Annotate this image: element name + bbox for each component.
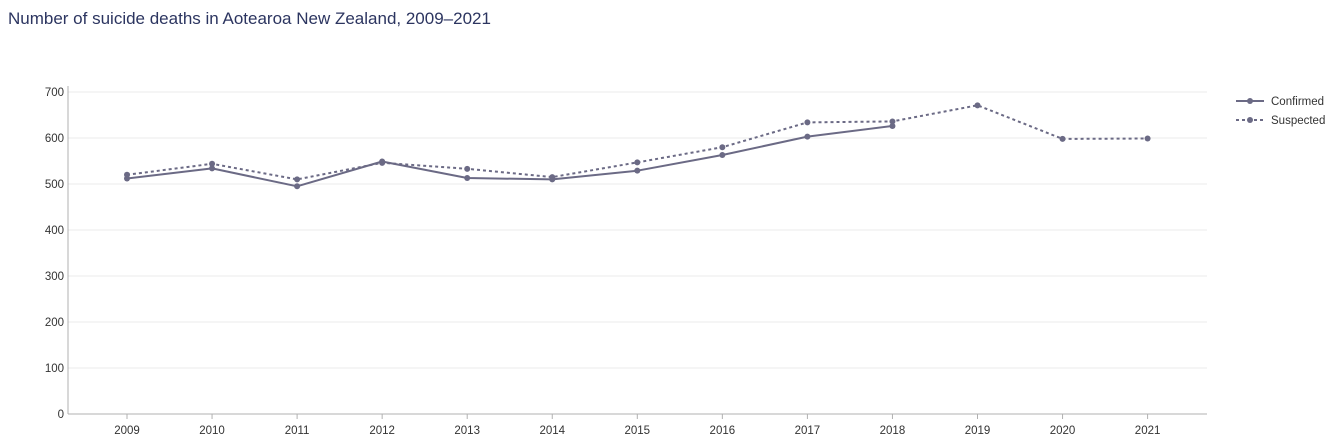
axes bbox=[67, 86, 1207, 419]
y-tick-label: 700 bbox=[45, 87, 64, 99]
legend-label: Suspected bbox=[1271, 115, 1325, 127]
y-tick-label: 0 bbox=[58, 409, 64, 421]
data-point-confirmed[interactable] bbox=[294, 183, 301, 190]
data-point-confirmed[interactable] bbox=[634, 167, 641, 174]
x-tick-label: 2010 bbox=[199, 425, 225, 437]
data-point-suspected[interactable] bbox=[549, 174, 556, 181]
x-tick-label: 2017 bbox=[795, 425, 821, 437]
x-tick-label: 2021 bbox=[1135, 425, 1161, 437]
data-point-suspected[interactable] bbox=[804, 119, 811, 126]
data-point-suspected[interactable] bbox=[1144, 135, 1151, 142]
y-tick-label: 100 bbox=[45, 363, 64, 375]
x-axis-tick-labels: 2009 2010 2011 2012 2013 2014 2015 2016 2017 2018… bbox=[114, 425, 1160, 437]
data-point-suspected[interactable] bbox=[379, 159, 386, 166]
chart-title: Number of suicide deaths in Aotearoa New… bbox=[8, 9, 491, 28]
data-point-suspected[interactable] bbox=[294, 176, 301, 183]
y-tick-label: 500 bbox=[45, 179, 64, 191]
legend-item-suspected[interactable]: Suspected bbox=[1236, 115, 1325, 127]
x-tick-label: 2009 bbox=[114, 425, 140, 437]
legend-swatch-marker bbox=[1247, 117, 1253, 123]
data-point-suspected[interactable] bbox=[974, 102, 981, 109]
legend: Confirmed Suspected bbox=[1236, 96, 1325, 127]
x-tick-label: 2013 bbox=[454, 425, 480, 437]
x-tick-label: 2019 bbox=[965, 425, 991, 437]
data-point-suspected[interactable] bbox=[124, 171, 130, 178]
data-point-confirmed[interactable] bbox=[889, 123, 896, 130]
legend-label: Confirmed bbox=[1271, 96, 1324, 108]
x-tick-label: 2011 bbox=[285, 425, 310, 437]
x-tick-label: 2015 bbox=[625, 425, 651, 437]
data-point-suspected[interactable] bbox=[209, 160, 216, 167]
x-tick-label: 2014 bbox=[539, 425, 565, 437]
x-tick-label: 2020 bbox=[1050, 425, 1076, 437]
data-series bbox=[124, 102, 1151, 190]
data-point-confirmed[interactable] bbox=[209, 165, 216, 172]
legend-swatch-marker bbox=[1247, 98, 1253, 104]
data-point-suspected[interactable] bbox=[889, 118, 896, 125]
data-point-confirmed[interactable] bbox=[804, 133, 811, 140]
data-point-confirmed[interactable] bbox=[719, 152, 726, 159]
y-tick-label: 300 bbox=[45, 271, 64, 283]
x-tick-label: 2012 bbox=[369, 425, 395, 437]
series-suspected bbox=[124, 102, 1151, 183]
data-point-suspected[interactable] bbox=[464, 165, 471, 172]
series-confirmed bbox=[124, 123, 896, 190]
data-point-suspected[interactable] bbox=[1059, 135, 1066, 142]
y-tick-label: 400 bbox=[45, 225, 64, 237]
series-line-confirmed bbox=[126, 125, 893, 188]
y-axis-tick-labels: 0 100 200 300 400 500 600 700 bbox=[45, 87, 64, 421]
y-tick-label: 200 bbox=[45, 317, 64, 329]
data-point-confirmed[interactable] bbox=[464, 175, 471, 182]
grid-lines bbox=[68, 91, 1207, 369]
y-tick-label: 600 bbox=[45, 133, 64, 145]
x-tick-label: 2016 bbox=[710, 425, 736, 437]
data-point-suspected[interactable] bbox=[719, 144, 726, 151]
legend-item-confirmed[interactable]: Confirmed bbox=[1236, 96, 1324, 108]
data-point-suspected[interactable] bbox=[634, 159, 641, 166]
x-tick-label: 2018 bbox=[880, 425, 906, 437]
